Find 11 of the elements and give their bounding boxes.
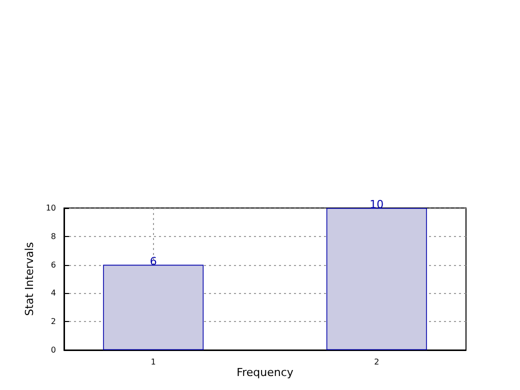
x-tick-label: 1 bbox=[150, 358, 156, 366]
x-axis-title: Frequency bbox=[236, 366, 294, 379]
y-tick-label: 10 bbox=[46, 204, 56, 212]
y-axis-title: Stat Intervals bbox=[22, 242, 36, 316]
y-tick-label: 0 bbox=[50, 346, 56, 354]
y-tick-label: 6 bbox=[50, 260, 56, 270]
y-tick-label: 2 bbox=[50, 317, 56, 326]
y-tick-label: 4 bbox=[50, 288, 56, 298]
data-label: 6 bbox=[150, 254, 157, 268]
y-tick-label: 8 bbox=[50, 232, 56, 241]
data-label: 10 bbox=[370, 198, 384, 211]
